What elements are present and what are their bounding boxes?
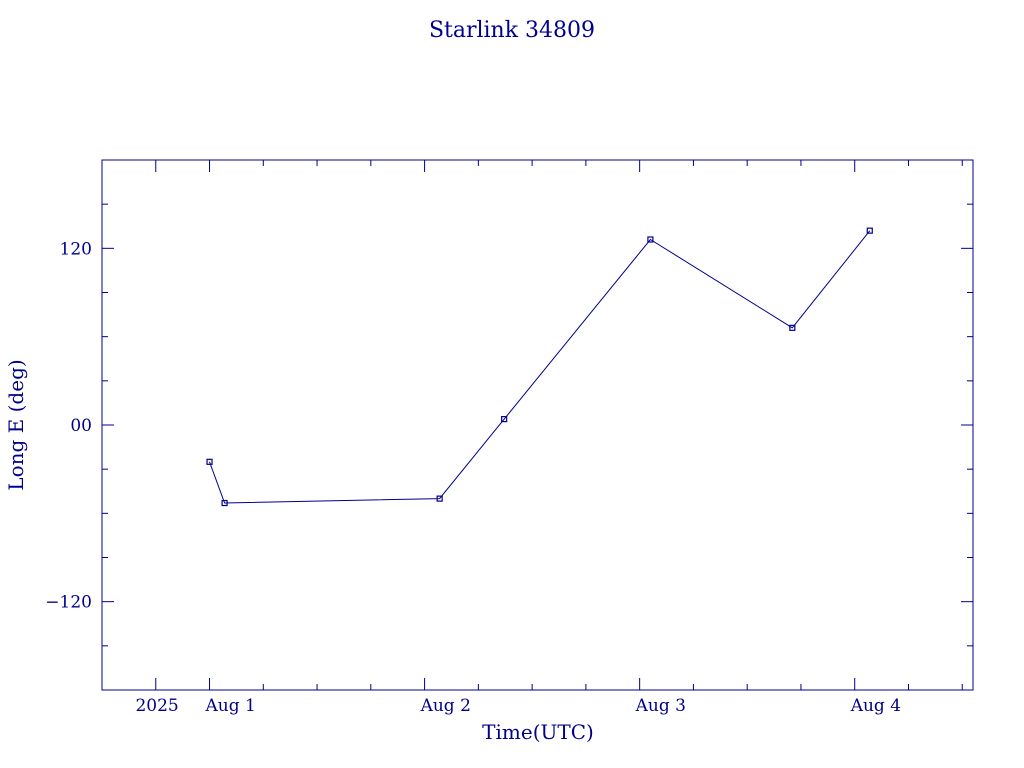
chart-title: Starlink 34809 xyxy=(429,18,595,43)
plot-frame xyxy=(101,159,974,691)
data-point xyxy=(501,416,508,423)
tick-labels: 2025 Aug 1 Aug 2 Aug 3 Aug 4 120 00 −120 xyxy=(45,239,901,716)
y-tick-label: 00 xyxy=(70,416,92,436)
y-tick-label: 120 xyxy=(60,239,92,259)
x-tick-label: Aug 2 xyxy=(420,696,471,716)
x-tick-label: Aug 4 xyxy=(850,696,901,716)
x-tick-label: 2025 xyxy=(135,696,178,716)
data-point xyxy=(221,499,228,507)
data-point xyxy=(789,324,796,331)
data-point xyxy=(647,236,654,243)
y-tick-label: −120 xyxy=(45,593,92,613)
axis-ticks xyxy=(102,160,973,690)
x-tick-label: Aug 1 xyxy=(205,696,256,716)
series-line xyxy=(209,230,871,504)
data-point xyxy=(866,227,873,234)
series-layer xyxy=(206,227,873,507)
data-point xyxy=(436,495,443,502)
data-point xyxy=(206,458,213,465)
y-axis-label: Long E (deg) xyxy=(4,359,28,490)
x-axis-label: Time(UTC) xyxy=(482,720,594,744)
x-tick-label: Aug 3 xyxy=(635,696,686,716)
